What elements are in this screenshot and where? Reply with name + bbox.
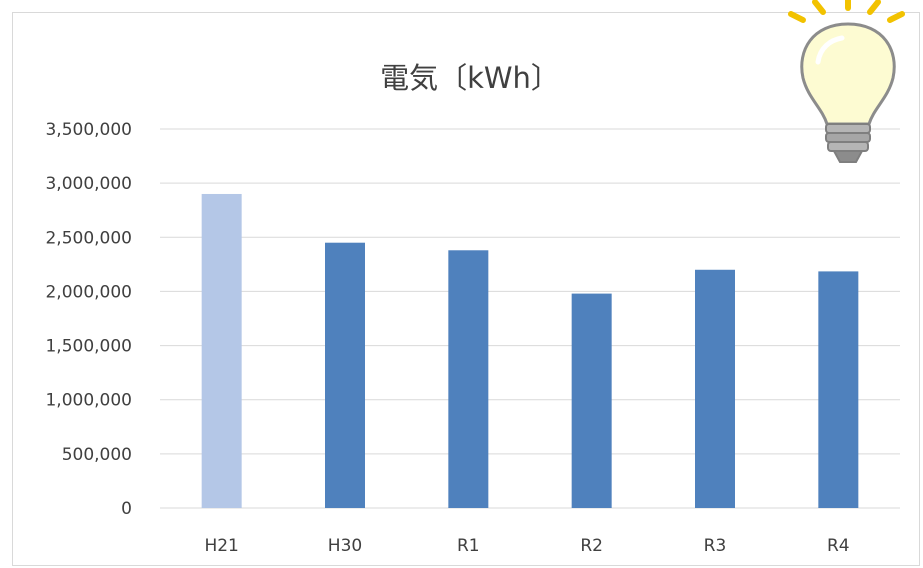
- bar-h30: [325, 242, 365, 508]
- bar-r2: [571, 293, 612, 508]
- y-tick-label: 0: [121, 499, 132, 519]
- y-tick-label: 2,500,000: [45, 228, 132, 248]
- x-tick-label: R2: [580, 536, 603, 556]
- y-tick-label: 2,000,000: [45, 282, 132, 302]
- y-tick-label: 3,500,000: [45, 120, 132, 140]
- bars: [201, 193, 859, 508]
- bar-r4: [818, 271, 859, 508]
- gridlines: [160, 128, 900, 509]
- y-tick-label: 1,000,000: [45, 391, 132, 411]
- light-bulb-icon: [788, 0, 905, 163]
- chart-title: 電気〔kWh〕: [380, 61, 560, 95]
- x-tick-label: R3: [704, 536, 727, 556]
- x-tick-label: R4: [827, 536, 850, 556]
- bar-h21: [201, 193, 242, 508]
- y-tick-label: 1,500,000: [45, 337, 132, 357]
- x-tick-label: R1: [457, 536, 480, 556]
- y-tick-label: 500,000: [62, 445, 132, 465]
- x-axis-ticks: H21 H30 R1 R2 R3 R4: [204, 536, 849, 556]
- bar-r3: [695, 269, 735, 508]
- y-axis-ticks: 0 500,000 1,000,000 1,500,000 2,000,000 2,500…: [45, 120, 132, 519]
- y-tick-label: 3,000,000: [45, 174, 132, 194]
- x-tick-label: H21: [204, 536, 238, 556]
- x-tick-label: H30: [328, 536, 362, 556]
- bar-r1: [448, 250, 489, 508]
